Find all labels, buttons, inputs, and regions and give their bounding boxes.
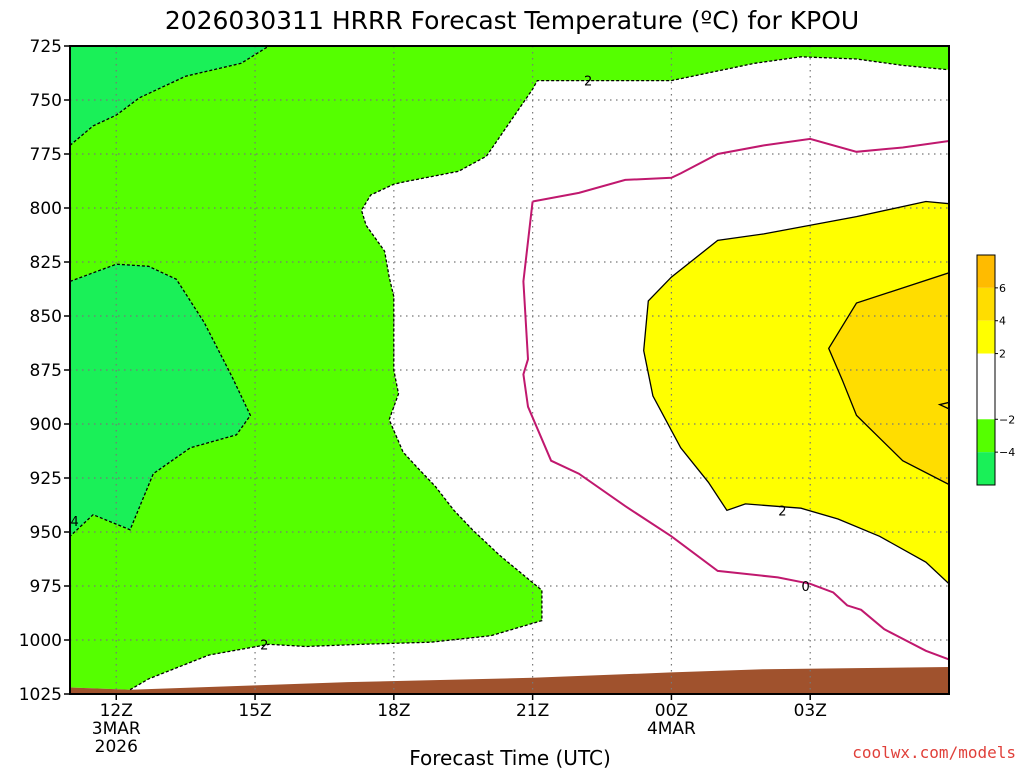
zero-contour-line	[522, 201, 949, 661]
region-terrain	[70, 667, 949, 694]
region-minus4-green-north	[70, 46, 269, 146]
contour-label: 0	[801, 580, 809, 595]
colorbar-tick-label: 2	[999, 348, 1006, 361]
region-minus2-green-upper	[70, 46, 949, 690]
region-plus4-orange	[828, 272, 949, 485]
region-minus4-green-west	[70, 264, 251, 537]
colorbar-tick-label: −2	[999, 413, 1015, 426]
x-tick-label: 15Z	[238, 701, 271, 721]
x-date-label: 3MAR	[92, 719, 141, 739]
axes: 725 750 775 800 825 850 875 900 925 950 975 1000 102…	[19, 37, 827, 757]
x-tick-label: 12Z	[100, 701, 133, 721]
plus6-contour-line	[937, 401, 949, 410]
y-tick-label: 900	[30, 415, 62, 435]
x-tick-label: 00Z	[655, 701, 688, 721]
y-tick-label: 825	[30, 253, 62, 273]
gridlines	[70, 46, 949, 694]
y-tick-label: 875	[30, 361, 62, 381]
y-tick-label: 975	[30, 577, 62, 597]
colorbar-bin	[977, 320, 995, 354]
contour-label: 4	[70, 515, 78, 530]
contour-label: 2	[584, 75, 592, 90]
contour-lines: 2 2 4 0 2	[70, 46, 949, 691]
x-tick-label: 18Z	[377, 701, 410, 721]
y-tick-label: 1000	[19, 631, 62, 651]
y-tick-label: 775	[30, 145, 62, 165]
colorbar-bin	[977, 452, 995, 485]
contour-label: 2	[260, 638, 268, 653]
colorbar-tick-label: 4	[999, 315, 1006, 328]
x-axis-label: Forecast Time (UTC)	[409, 746, 611, 768]
y-tick-label: 1025	[19, 685, 62, 705]
plus2-contour-line	[643, 200, 949, 585]
x-tick-label: 03Z	[794, 701, 827, 721]
colorbar-bin	[977, 353, 995, 420]
zero-contour-line	[532, 137, 949, 203]
x-tick-label: 21Z	[516, 701, 549, 721]
minus2-contour-main-line	[129, 56, 949, 691]
y-tick-label: 950	[30, 523, 62, 543]
colorbar: 6 4 2 −2 −4	[976, 254, 1015, 486]
minus2-contour-line	[70, 46, 270, 146]
filled-regions	[70, 46, 949, 694]
y-tick-label: 925	[30, 469, 62, 489]
y-tick-label: 850	[30, 307, 62, 327]
x-date-label: 4MAR	[647, 719, 696, 739]
x-year-label: 2026	[95, 737, 138, 757]
colorbar-bin	[977, 419, 995, 453]
chart-title: 2026030311 HRRR Forecast Temperature (ºC…	[165, 6, 859, 35]
colorbar-frame	[976, 254, 996, 486]
y-tick-label: 800	[30, 199, 62, 219]
contour-label: 2	[778, 504, 786, 519]
y-tick-label: 725	[30, 37, 62, 57]
minus4-contour-line	[70, 263, 252, 537]
y-tick-label: 750	[30, 91, 62, 111]
plus4-contour-line	[827, 272, 949, 486]
colorbar-tick-label: −4	[999, 446, 1015, 459]
colorbar-tick-label: 6	[999, 282, 1006, 295]
credit-text: coolwx.com/models	[852, 743, 1016, 762]
colorbar-bin	[977, 255, 995, 288]
colorbar-bin	[977, 287, 995, 321]
